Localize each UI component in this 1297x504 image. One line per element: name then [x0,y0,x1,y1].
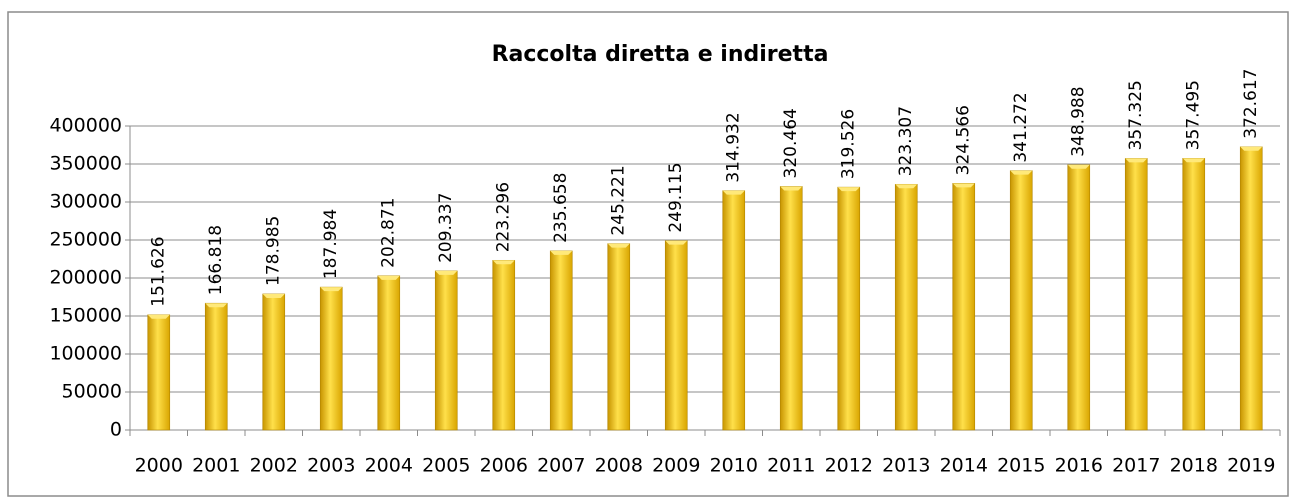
x-tick-label: 2004 [365,455,413,477]
data-label: 209.337 [436,193,456,263]
x-tick-label: 2015 [997,455,1045,477]
data-label: 324.566 [954,105,974,175]
bar-cap [377,275,400,280]
bar [779,186,803,431]
bar [147,314,171,431]
data-label: 320.464 [781,108,801,178]
data-label: 314.932 [724,112,744,182]
x-tick-label: 2009 [652,455,700,477]
bar [1009,170,1033,431]
bar-cap [1067,164,1090,169]
data-label: 348.988 [1069,86,1089,156]
x-tick-label: 2001 [192,455,240,477]
data-label: 151.626 [149,236,169,306]
bar-cap [1240,146,1263,151]
x-tick-label: 2013 [882,455,930,477]
data-label: 357.325 [1126,80,1146,150]
bar-cap [147,314,170,319]
bar [952,183,976,431]
bar [1067,164,1091,431]
x-tick-label: 2003 [307,455,355,477]
x-tick-label: 2014 [940,455,988,477]
x-tick-label: 2018 [1170,455,1218,477]
bar-cap [1182,158,1205,163]
data-label: 372.617 [1241,68,1261,138]
y-tick-label: 200000 [49,267,122,289]
chart-frame [7,11,1289,497]
bar [607,243,631,431]
y-tick-label: 300000 [49,191,122,213]
chart-title: Raccolta diretta e indiretta [492,42,829,67]
data-label: 202.871 [379,198,399,268]
y-tick-label: 250000 [49,229,122,251]
bar-cap [205,303,228,308]
y-tick-label: 400000 [49,115,122,137]
bar [722,190,746,431]
bar [1182,158,1206,431]
bar-cap [952,183,975,188]
bar [549,250,573,431]
bar [319,286,343,431]
data-label: 245.221 [609,165,629,235]
bar-cap [320,287,343,292]
data-label: 178.985 [264,216,284,286]
y-tick-label: 100000 [49,343,122,365]
x-tick-label: 2002 [250,455,298,477]
bar [894,183,918,431]
x-tick-label: 2007 [537,455,585,477]
bar [664,240,688,431]
x-tick-label: 2006 [480,455,528,477]
y-tick-label: 50000 [62,381,122,403]
bar [1239,146,1263,431]
data-label: 249.115 [666,162,686,232]
x-tick-label: 2017 [1112,455,1160,477]
bar-cap [722,190,745,195]
data-label: 166.818 [206,225,226,295]
bar-cap [665,240,688,245]
bar [434,270,458,431]
data-label: 357.495 [1184,80,1204,150]
x-tick-label: 2005 [422,455,470,477]
x-tick-label: 2008 [595,455,643,477]
bar [492,259,516,431]
bar-cap [1125,158,1148,163]
bar [837,186,861,431]
bar [377,275,401,431]
data-label: 323.307 [896,106,916,176]
data-label: 223.296 [494,182,514,252]
x-tick-label: 2010 [710,455,758,477]
data-label: 187.984 [321,209,341,279]
bar-cap [550,250,573,255]
bar-cap [492,260,515,265]
data-label: 235.658 [551,173,571,243]
bar [262,293,286,431]
bar [1124,158,1148,431]
x-tick-label: 2011 [767,455,815,477]
data-label: 341.272 [1011,92,1031,162]
bar-cap [780,186,803,191]
bar-cap [435,270,458,275]
y-tick-label: 0 [110,419,122,441]
bar-cap [837,187,860,192]
y-tick-label: 150000 [49,305,122,327]
data-label: 319.526 [839,109,859,179]
bar [204,302,228,431]
x-tick-label: 2012 [825,455,873,477]
bar-cap [262,293,285,298]
bar-cap [607,243,630,248]
x-tick-label: 2019 [1227,455,1275,477]
bar-cap [1010,170,1033,175]
x-tick-label: 2000 [135,455,183,477]
bar-cap [895,184,918,189]
x-tick-label: 2016 [1055,455,1103,477]
y-tick-label: 350000 [49,153,122,175]
